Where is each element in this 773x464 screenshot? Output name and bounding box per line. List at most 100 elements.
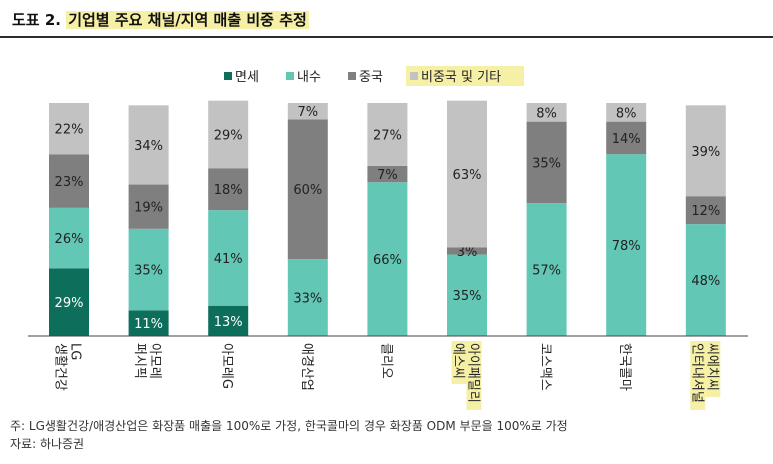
data-label: 3% [457,245,478,260]
category-label-text: 씨에치씨 [704,343,719,391]
bar-segment [685,224,726,336]
bar-segment [685,196,726,225]
data-label: 60% [293,183,322,198]
category-label: LG생활건강 [53,343,83,391]
data-label: 35% [532,156,561,171]
bar-segment [287,103,328,120]
bar-segment [208,168,249,211]
category-highlight [451,341,467,384]
category-label-text: LG [68,343,83,360]
data-label: 8% [616,106,637,121]
bar-segment [367,103,408,166]
category-label-text: 애경산업 [299,343,314,391]
category-highlight [690,341,706,410]
legend-item: 비중국 및 기타 [406,66,524,86]
bar-segment [447,100,487,248]
chart-title: 도표 2. 기업별 주요 채널/지역 매출 비중 추정 [12,8,309,32]
bar-segment [447,254,487,336]
bar-segment [208,100,249,169]
category-highlight [466,341,482,410]
bar-segment [128,105,169,185]
data-label: 19% [134,201,163,216]
legend-label: 면세 [235,70,259,85]
data-label: 63% [453,168,482,183]
data-label: 7% [377,168,398,183]
bar-segment [367,165,408,183]
category-label-text: 한국콜마 [617,343,632,391]
stacked-bar-chart: 면세 내수 중국 비중국 및 기타 29% 26% 23% 22% 11% 35% 19% 34% 13… [28,66,748,410]
legend-swatch [410,72,418,80]
bar-segment [128,228,169,311]
bar-segment [49,103,89,155]
title-rule [0,36,773,38]
data-label: 22% [55,123,84,138]
data-label: 29% [55,296,84,311]
bar-segment [49,154,89,208]
bar-segment [208,210,249,306]
data-label: 23% [55,175,84,190]
footnote: 주: LG생활건강/애경산업은 화장품 매출을 100%로 가정, 한국콜마의 … [10,419,568,433]
data-label: 11% [134,317,163,332]
legend-item: 내수 [286,70,321,85]
category-label: 아모레G [219,343,234,389]
data-label: 41% [214,252,243,267]
legend-swatch [224,72,232,80]
data-label: 33% [293,292,322,307]
data-label: 14% [612,132,641,147]
bar-segment [128,310,169,336]
data-label: 13% [214,315,243,330]
legend-swatch [348,72,356,80]
data-label: 12% [691,204,720,219]
category-label-text: 클리오 [378,343,393,379]
data-label: 29% [214,128,243,143]
category-label: 한국콜마 [617,343,632,391]
source-note: 자료: 하나증권 [10,437,85,451]
legend-highlight [406,66,524,86]
data-label: 27% [373,128,402,143]
data-label: 35% [134,264,163,279]
legend-label: 중국 [359,70,383,85]
bar-segment [526,203,567,336]
data-label: 57% [532,264,561,279]
category-label: 코스맥스 [538,343,553,391]
data-label: 18% [214,183,243,198]
category-label-text: 코스맥스 [538,343,553,391]
bar-segment [606,121,647,155]
bar-segment [447,247,487,255]
legend-label: 내수 [297,70,321,85]
data-label: 39% [691,145,720,160]
bar-segment [685,105,726,197]
category-label: 애경산업 [299,343,314,391]
legend-label: 비중국 및 기타 [421,70,501,85]
category-label-text: 에스씨 [451,343,466,379]
title-prefix: 도표 2. [12,11,61,29]
bar-segment [606,103,647,122]
bar-segment [526,121,567,204]
legend-item: 중국 [348,70,383,85]
footer: 주: LG생활건강/애경산업은 화장품 매출을 100%로 가정, 한국콜마의 … [10,417,568,453]
data-label: 35% [453,289,482,304]
category-label-text: 아모레G [219,343,234,389]
bar-segment [287,259,328,336]
legend-item: 면세 [224,70,259,85]
category-label-text: 생활건강 [53,343,68,391]
bar-segment [367,182,408,336]
data-label: 48% [691,274,720,289]
bar-segment [606,154,647,336]
bar-segment [49,207,89,269]
data-label: 66% [373,253,402,268]
data-label: 78% [612,239,641,254]
legend-swatch [286,72,294,80]
data-label: 7% [297,105,318,120]
bar-segment [208,305,249,336]
category-label-text: 퍼시픽 [132,343,147,379]
data-label: 8% [536,106,557,121]
bar-segment [526,103,567,122]
category-label-text: 아모레 [147,343,162,379]
category-highlight [705,341,721,397]
title-text: 기업별 주요 채널/지역 매출 비중 추정 [66,11,309,29]
bar-segment [287,119,328,260]
